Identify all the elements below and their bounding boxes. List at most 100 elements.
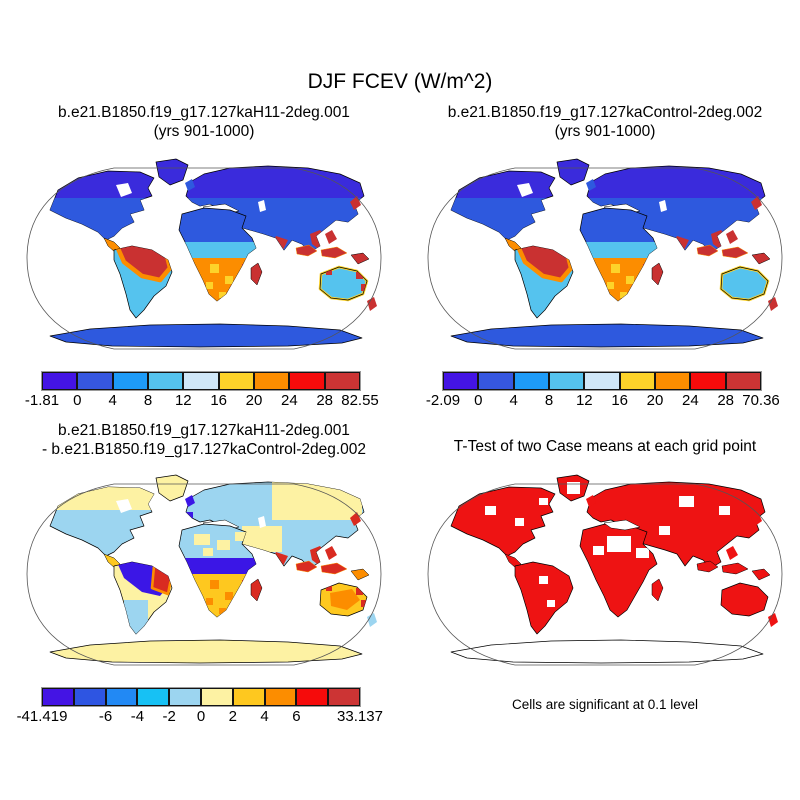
island-new-guinea: [350, 252, 370, 265]
colorbar-segment: [725, 372, 761, 390]
continent-south-america: [514, 561, 574, 635]
island-new-guinea: [350, 568, 370, 581]
colorbar-segment: [328, 688, 360, 706]
colorbar-tick-label: 20: [245, 392, 263, 409]
colorbar-tick-label: -1.81: [24, 392, 60, 409]
island-madagascar: [250, 262, 263, 286]
continent-greenland: [556, 158, 590, 186]
overlay-africa-transition: [179, 242, 256, 260]
overlay-sa-south-lightblue: [124, 600, 148, 634]
panel-title-top-right: b.e21.B1850.f19_g17.127kaControl-2deg.00…: [421, 103, 789, 141]
colorbar-segment: [105, 688, 138, 706]
colorbar-tick-label: 0: [73, 392, 82, 409]
colorbar-segments: [41, 371, 361, 391]
colorbar-bottom-left: -41.419 -6 -4 -2 0 2 4 6 33.137: [17, 687, 383, 726]
island-philippines: [325, 546, 337, 560]
colorbar-segment: [73, 688, 106, 706]
colorbar-tick-label: -2.09: [425, 392, 461, 409]
colorbar-labels: -41.419 -6 -4 -2 0 2 4 6 33.137: [17, 708, 383, 726]
colorbar-tick-label: 33.137: [337, 708, 383, 725]
colorbar-segment: [584, 372, 620, 390]
panel-title-top-left: b.e21.B1850.f19_g17.127kaH11-2deg.001 (y…: [20, 103, 388, 141]
continent-australia: [720, 582, 769, 617]
colorbar-segment: [619, 372, 655, 390]
colorbar-tick-label: 4: [108, 392, 117, 409]
island-madagascar: [250, 578, 263, 602]
island-indonesia-east: [721, 562, 749, 575]
colorbar-tick-label: 6: [292, 708, 301, 725]
colorbar-segment: [232, 688, 265, 706]
colorbar-tick-label: 82.55: [341, 392, 379, 409]
colorbar-segment: [324, 372, 360, 390]
colorbar-top-left: -1.81 0 4 8 12 16 20 24 28 82.55: [25, 371, 379, 410]
colorbar-segment: [296, 688, 329, 706]
colorbar-tick-label: 8: [143, 392, 153, 409]
map-panel-bottom-left: [26, 474, 382, 666]
island-indonesia-east: [721, 246, 749, 259]
colorbar-segment: [478, 372, 514, 390]
overlay-africa-transition: [580, 242, 657, 260]
colorbar-tick-label: 16: [611, 392, 629, 409]
colorbar-tick-label: 12: [575, 392, 593, 409]
island-philippines: [726, 230, 738, 244]
colorbar-segment: [42, 688, 74, 706]
colorbar-labels: -2.09 0 4 8 12 16 20 24 28 70.36: [426, 392, 780, 410]
colorbar-tick-label: 0: [196, 708, 206, 725]
colorbar-segment: [654, 372, 691, 390]
panel-title-top-right-line2: (yrs 901-1000): [554, 123, 656, 140]
colorbar-segment: [42, 372, 78, 390]
colorbar-tick-label: -6: [98, 708, 113, 725]
colorbar-segment: [253, 372, 290, 390]
colorbar-tick-label: 28: [316, 392, 333, 409]
colorbar-segment: [513, 372, 549, 390]
map-panel-bottom-right: [427, 474, 783, 666]
colorbar-segment: [137, 688, 170, 706]
island-madagascar: [651, 262, 664, 286]
map-panel-top-left: [26, 158, 382, 350]
panel-title-bottom-right: T-Test of two Case means at each grid po…: [453, 438, 757, 455]
colorbar-labels: -1.81 0 4 8 12 16 20 24 28 82.55: [25, 392, 379, 410]
overlay-mideast-pale: [242, 526, 282, 552]
continent-greenland: [155, 158, 189, 186]
colorbar-tick-label: 4: [260, 708, 269, 725]
colorbar-tick-label: 0: [474, 392, 483, 409]
colorbar-tick-label: 28: [717, 392, 734, 409]
island-madagascar: [651, 578, 664, 602]
colorbar-segment: [264, 688, 297, 706]
island-new-guinea: [751, 252, 771, 265]
colorbar-segment: [169, 688, 201, 706]
colorbar-segments: [41, 687, 361, 707]
colorbar-segment: [218, 372, 254, 390]
colorbar-segment: [548, 372, 585, 390]
significance-caption: Cells are significant at 0.1 level: [511, 697, 699, 712]
colorbar-tick-label: 2: [228, 708, 237, 725]
overlay-brazil-east-hot: [150, 564, 172, 596]
panel-title-top-left-line2: (yrs 901-1000): [153, 123, 255, 140]
continent-greenland: [155, 474, 189, 502]
panel-title-bottom-left: b.e21.B1850.f19_g17.127kaH11-2deg.001 - …: [20, 421, 388, 459]
colorbar-tick-label: -41.419: [16, 708, 68, 725]
colorbar-segment: [147, 372, 184, 390]
island-indonesia-east: [320, 562, 348, 575]
colorbar-tick-label: 12: [174, 392, 192, 409]
colorbar-tick-label: -2: [162, 708, 176, 725]
colorbar-tick-label: 4: [509, 392, 518, 409]
panel-title-top-left-line1: b.e21.B1850.f19_g17.127kaH11-2deg.001: [58, 104, 350, 121]
colorbar-segment: [443, 372, 479, 390]
panel-title-top-right-line1: b.e21.B1850.f19_g17.127kaControl-2deg.00…: [447, 104, 763, 121]
panel-title-bottom-left-line1: b.e21.B1850.f19_g17.127kaH11-2deg.001: [58, 422, 350, 439]
continent-north-america: [450, 486, 556, 557]
colorbar-tick-label: 24: [681, 392, 699, 409]
island-philippines: [325, 230, 337, 244]
colorbar-tick-label: 70.36: [742, 392, 780, 409]
colorbar-top-right: -2.09 0 4 8 12 16 20 24 28 70.36: [426, 371, 780, 410]
colorbar-tick-label: 20: [646, 392, 664, 409]
colorbar-tick-label: 24: [280, 392, 298, 409]
colorbar-segment: [112, 372, 148, 390]
island-new-guinea: [751, 568, 771, 581]
colorbar-segment: [289, 372, 325, 390]
colorbar-segments: [442, 371, 762, 391]
panel-title-bottom-left-line2: - b.e21.B1850.f19_g17.127kaControl-2deg.…: [41, 441, 367, 458]
colorbar-tick-label: -4: [130, 708, 145, 725]
